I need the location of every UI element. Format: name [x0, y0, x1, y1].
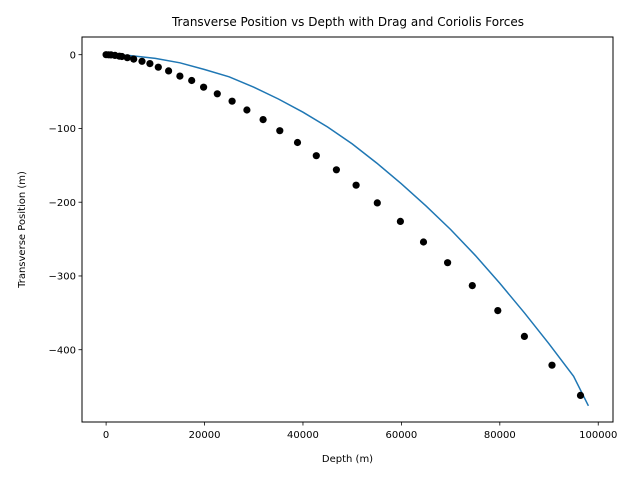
- data-point: [352, 181, 360, 189]
- series-line: [106, 53, 590, 407]
- data-point: [154, 63, 162, 71]
- data-point: [165, 67, 173, 75]
- data-point: [494, 307, 502, 315]
- data-point: [396, 217, 404, 225]
- y-axis-label: Transverse Position (m): [17, 171, 28, 289]
- data-point: [188, 76, 196, 85]
- chart-title: Transverse Position vs Depth with Drag a…: [171, 15, 524, 29]
- axes-frame: [81, 36, 614, 423]
- data-point: [130, 55, 138, 63]
- data-point: [138, 57, 146, 65]
- data-point: [468, 282, 476, 290]
- x-tick-label: 100000: [579, 430, 617, 441]
- y-tick-label: −100: [49, 124, 76, 135]
- data-point: [293, 138, 302, 147]
- data-point: [332, 166, 340, 174]
- x-tick-label: 60000: [385, 430, 417, 441]
- x-tick-label: 80000: [484, 430, 516, 441]
- data-point: [200, 83, 208, 91]
- data-point: [312, 152, 320, 160]
- x-tick-label: 0: [103, 430, 109, 441]
- x-axis-label: Depth (m): [322, 454, 373, 465]
- data-point: [213, 90, 221, 98]
- data-point: [146, 60, 154, 68]
- x-tick-label: 40000: [287, 430, 319, 441]
- data-point: [243, 106, 251, 114]
- data-point: [520, 332, 529, 340]
- y-tick-label: −400: [49, 345, 76, 356]
- x-tick-label: 20000: [189, 430, 221, 441]
- y-tick-label: −200: [49, 198, 76, 209]
- y-tick-label: −300: [49, 272, 76, 283]
- axes-ticks: 0 20000 40000 60000 80000 100000 0 −100 −200 −300…: [49, 50, 618, 441]
- data-point: [444, 259, 452, 267]
- data-point: [419, 238, 428, 246]
- data-point: [576, 391, 585, 399]
- data-point: [259, 116, 267, 124]
- data-point: [118, 52, 126, 61]
- data-point: [228, 97, 236, 105]
- data-point: [123, 54, 131, 62]
- data-point: [176, 72, 184, 80]
- data-point: [276, 127, 284, 135]
- data-point: [548, 361, 556, 369]
- data-point: [373, 199, 381, 207]
- y-tick-label: 0: [70, 50, 76, 61]
- plot-area: [102, 51, 590, 407]
